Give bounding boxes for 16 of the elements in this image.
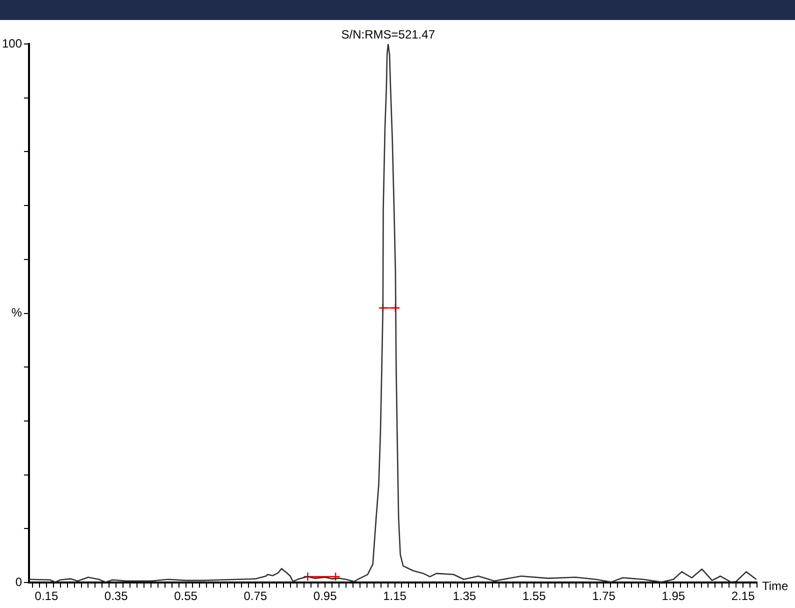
x-tick-label: 1.75 — [592, 589, 616, 604]
x-tick-label: 1.55 — [522, 589, 546, 604]
x-tick-label: 1.95 — [662, 589, 686, 604]
y-tick-label: % — [11, 306, 22, 320]
y-tick-label: 0 — [15, 574, 22, 589]
annotation: S/N:RMS=521.47 — [341, 27, 436, 42]
x-axis-title: Time — [762, 578, 789, 593]
x-tick-label: 0.95 — [313, 589, 338, 604]
x-tick-label: 2.15 — [731, 589, 756, 604]
x-tick-label: 1.15 — [383, 589, 407, 604]
x-tick-label: 0.15 — [34, 589, 58, 604]
x-tick-label: 0.35 — [104, 589, 128, 604]
x-tick-label: 1.35 — [452, 589, 476, 604]
x-tick-label: 0.55 — [174, 589, 198, 604]
x-tick-label: 0.75 — [244, 589, 268, 604]
y-tick-label: 100 — [2, 36, 22, 50]
